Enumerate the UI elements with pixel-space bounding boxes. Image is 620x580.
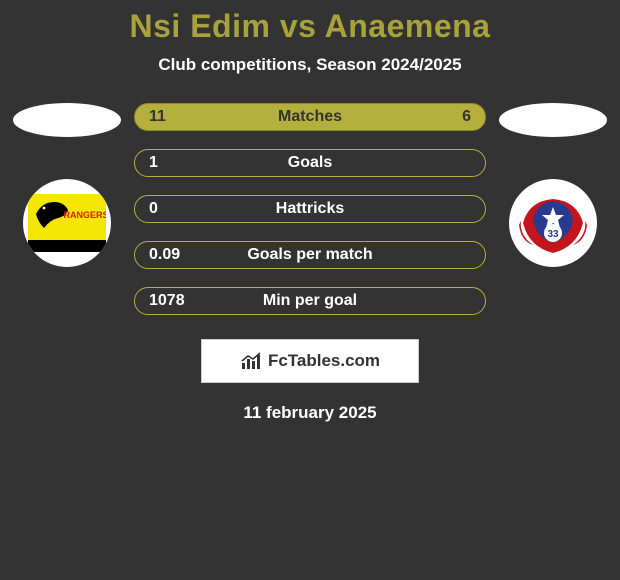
page-title: Nsi Edim vs Anaemena bbox=[0, 8, 620, 45]
stat-bar-goals: 1 Goals bbox=[134, 149, 486, 177]
right-player-oval bbox=[499, 103, 607, 137]
stat-label: Goals bbox=[288, 154, 332, 172]
stat-label: Matches bbox=[278, 108, 342, 126]
brand-watermark: FcTables.com bbox=[201, 339, 419, 383]
svg-text:33: 33 bbox=[547, 229, 559, 240]
brand-text: FcTables.com bbox=[268, 351, 380, 371]
stat-right-value: 6 bbox=[431, 108, 471, 126]
page-subtitle: Club competitions, Season 2024/2025 bbox=[0, 55, 620, 75]
stat-left-value: 0.09 bbox=[149, 246, 189, 264]
left-player-oval bbox=[13, 103, 121, 137]
left-player-column: RANGERS bbox=[12, 103, 122, 267]
stats-column: 11 Matches 6 1 Goals 0 Hattricks 0.09 Go… bbox=[134, 103, 486, 315]
stat-bar-goals-per-match: 0.09 Goals per match bbox=[134, 241, 486, 269]
stat-left-value: 0 bbox=[149, 200, 189, 218]
svg-text:RANGERS: RANGERS bbox=[63, 210, 106, 220]
stat-bar-hattricks: 0 Hattricks bbox=[134, 195, 486, 223]
stat-label: Goals per match bbox=[247, 246, 372, 264]
rangers-badge-icon: RANGERS bbox=[28, 194, 106, 252]
comparison-row: RANGERS 11 Matches 6 1 Goals 0 Hattricks bbox=[0, 103, 620, 315]
right-club-badge: 33 bbox=[509, 179, 597, 267]
stat-bar-min-per-goal: 1078 Min per goal bbox=[134, 287, 486, 315]
stat-bar-matches: 11 Matches 6 bbox=[134, 103, 486, 131]
stat-label: Hattricks bbox=[276, 200, 344, 218]
right-player-column: 33 bbox=[498, 103, 608, 267]
stat-label: Min per goal bbox=[263, 292, 357, 310]
stat-left-value: 1078 bbox=[149, 292, 189, 310]
stat-left-value: 1 bbox=[149, 154, 189, 172]
stat-left-value: 11 bbox=[149, 108, 189, 126]
remo-stars-badge-icon: 33 bbox=[513, 183, 593, 263]
left-club-badge: RANGERS bbox=[23, 179, 111, 267]
chart-icon bbox=[240, 351, 264, 371]
footer-date: 11 february 2025 bbox=[0, 403, 620, 423]
